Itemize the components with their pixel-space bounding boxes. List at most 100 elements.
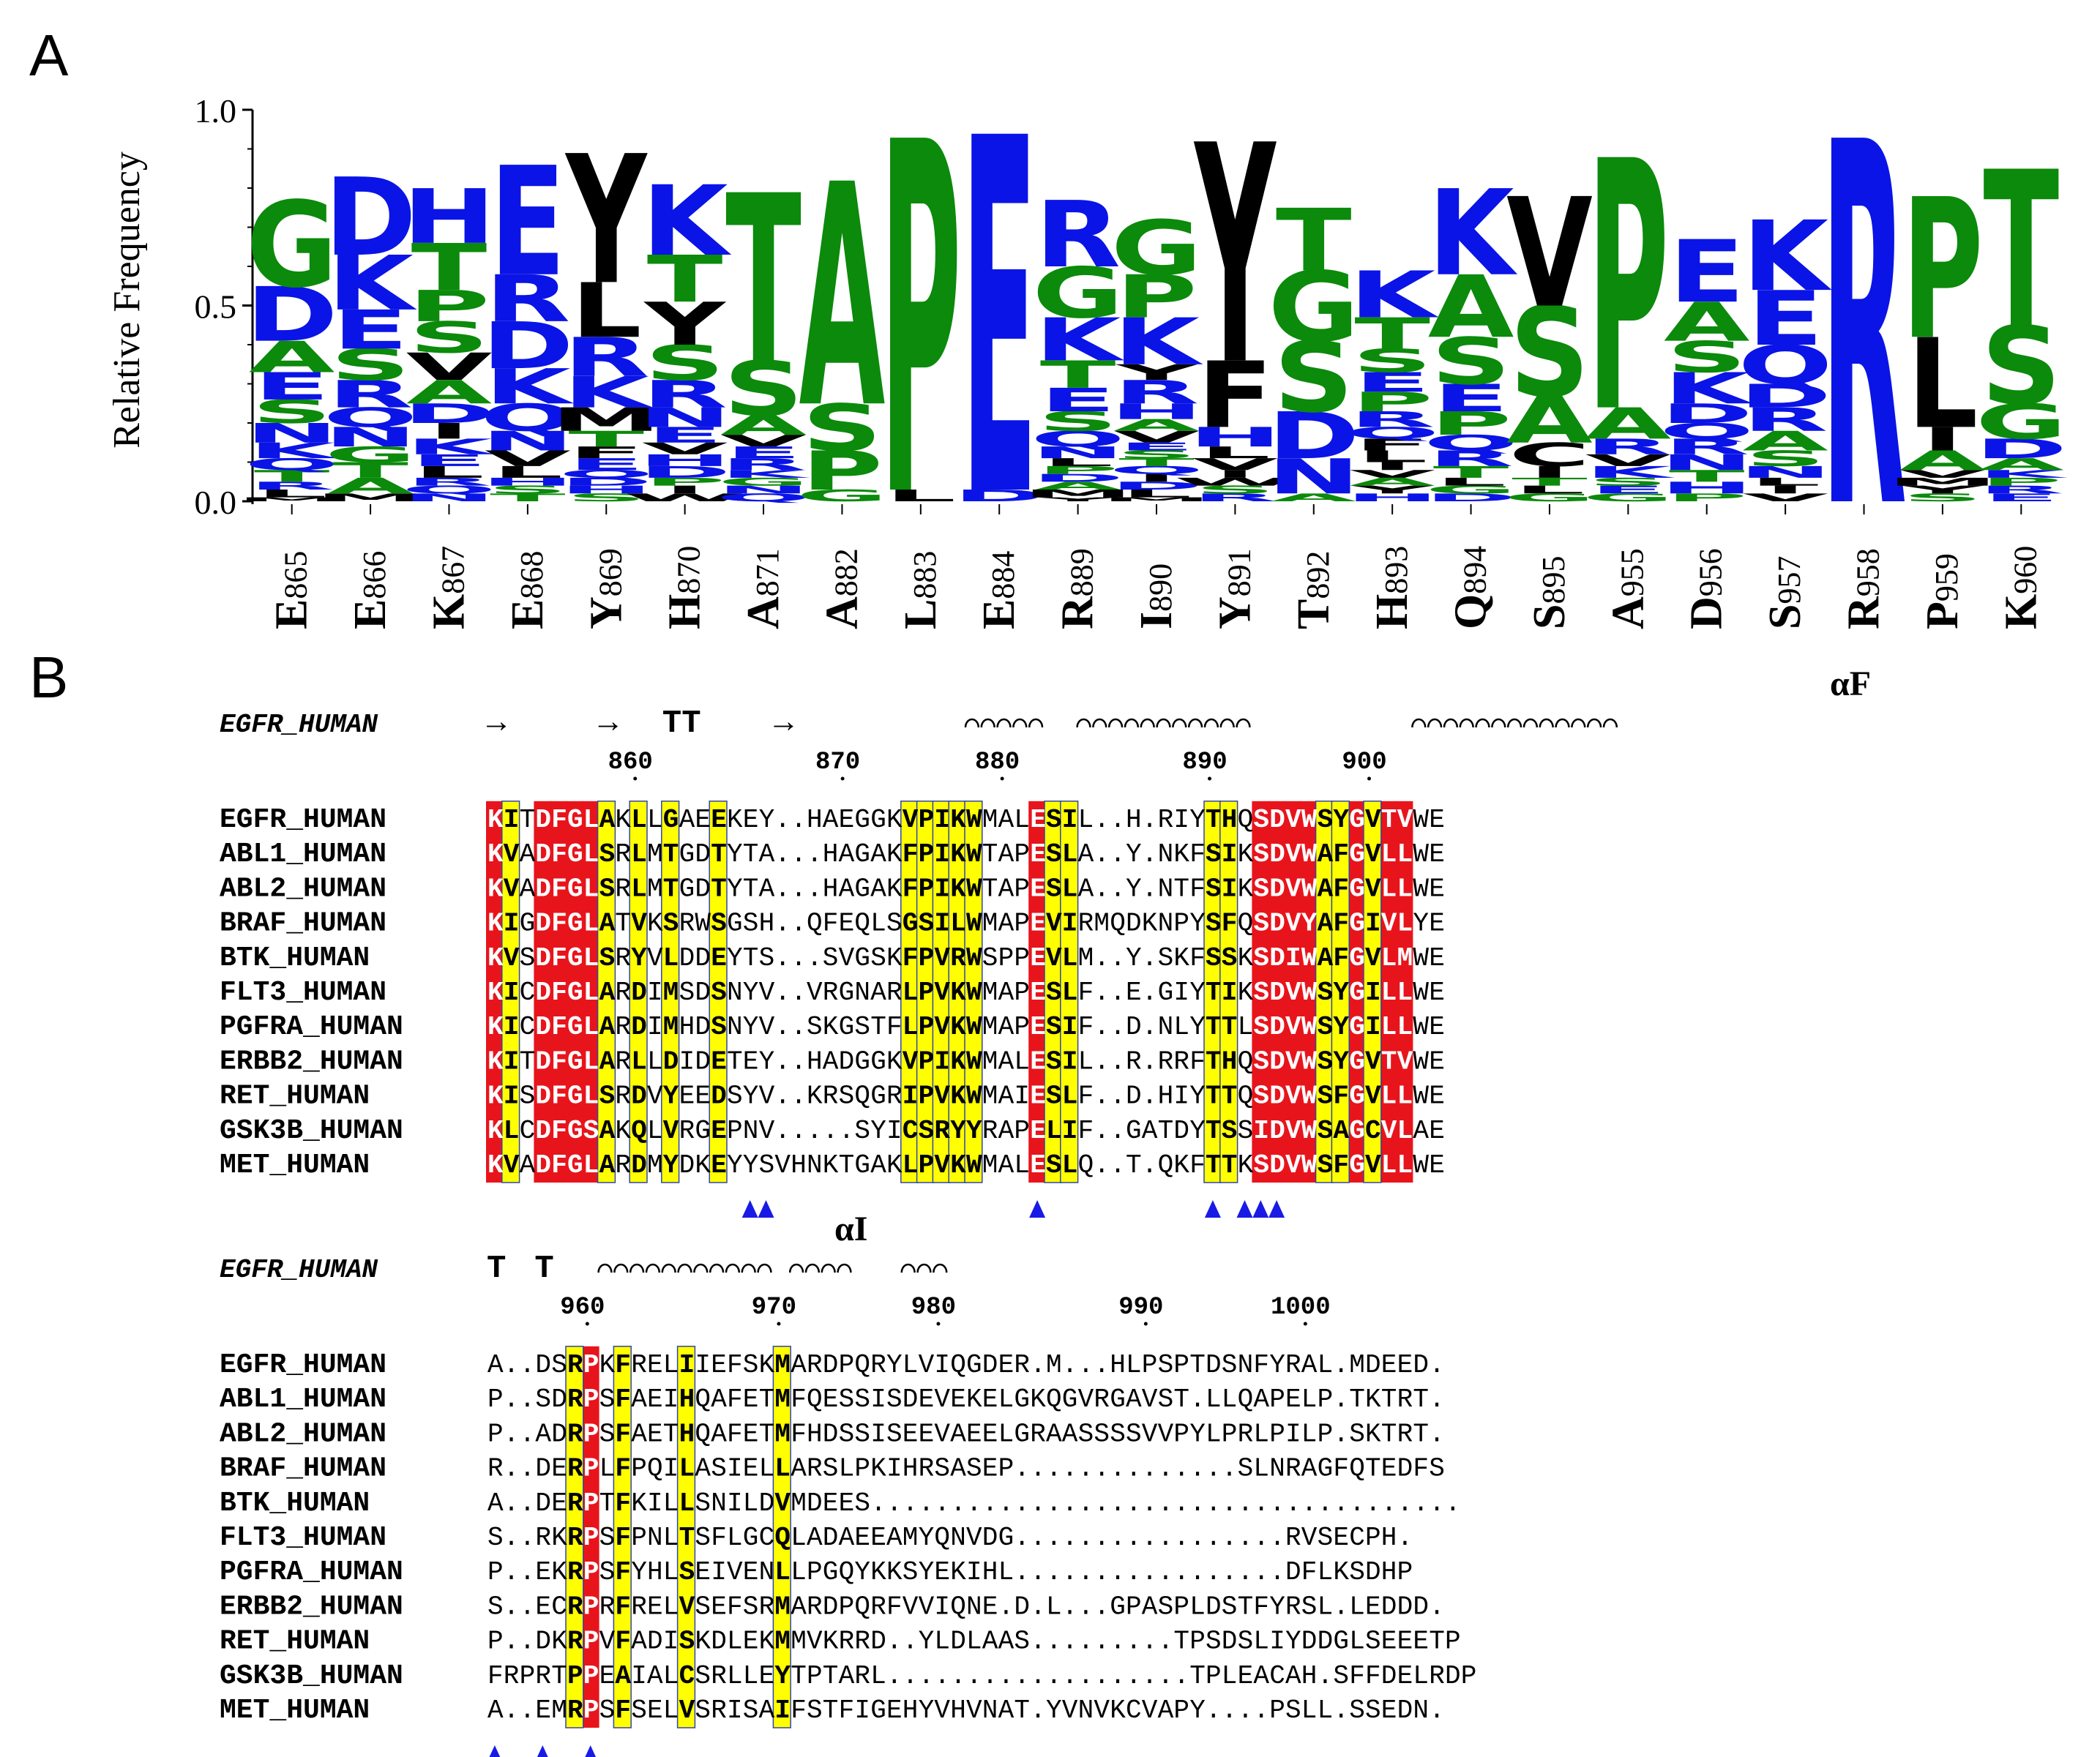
position-label: H893	[1367, 546, 1417, 629]
site-marker-triangle	[537, 1745, 548, 1757]
site-marker-triangle	[1236, 1200, 1253, 1218]
logo-letter: G	[1583, 492, 1674, 504]
similar-column	[597, 801, 616, 1183]
logo-letter: K	[1113, 305, 1203, 380]
sequence-name: MET_HUMAN	[220, 1695, 370, 1726]
sequence-name: ERBB2_HUMAN	[220, 1046, 403, 1077]
sequence-name: BTK_HUMAN	[220, 943, 370, 974]
sequence-name: BRAF_HUMAN	[220, 908, 386, 940]
helix-label: αF	[1830, 664, 1871, 703]
logo-letter: Y	[1036, 496, 1119, 503]
similar-column	[565, 1346, 584, 1728]
logo-letter: N	[1739, 462, 1832, 482]
logo-letter: D	[639, 462, 731, 482]
logo-letter: D	[1739, 378, 1831, 415]
logo-letter: R	[1743, 401, 1828, 438]
logo-letter: T	[1433, 462, 1509, 482]
logo-letter: P	[1666, 492, 1747, 504]
logo-letter: M	[551, 401, 662, 438]
logo-letter: E	[725, 443, 801, 462]
sequence-name: BRAF_HUMAN	[220, 1453, 386, 1485]
sequence-name: RET_HUMAN	[220, 1626, 370, 1657]
logo-letter: S	[645, 335, 725, 392]
logo-letter: G	[1976, 394, 2067, 450]
logo-letter: A	[327, 473, 414, 498]
sequence-name: MET_HUMAN	[220, 1150, 370, 1181]
ss-glyph: T	[534, 1251, 553, 1287]
helix-coil	[900, 1263, 948, 1273]
logo-letter: S	[802, 392, 883, 466]
sequence-name: FLT3_HUMAN	[220, 977, 386, 1008]
logo-letter: T	[254, 467, 330, 486]
logo-letter: Q	[1031, 427, 1125, 452]
sequence-name: ABL2_HUMAN	[220, 1418, 386, 1450]
logo-letter: E	[1118, 441, 1195, 453]
position-label: S895	[1525, 556, 1574, 629]
logo-letter: V	[406, 345, 493, 389]
position-label: E884	[974, 551, 1024, 629]
position-label: R958	[1839, 548, 1889, 629]
logo-letter: H	[1660, 479, 1753, 498]
logo-letter: G	[325, 442, 416, 467]
logo-letter: T	[332, 458, 408, 483]
logo-letter: T	[725, 147, 801, 416]
position-label: K867	[424, 546, 474, 629]
position-label: Q894	[1446, 546, 1496, 629]
helix-coil	[1076, 718, 1251, 728]
logo-letter: L	[1042, 456, 1113, 468]
sequence-name: FLT3_HUMAN	[220, 1522, 386, 1554]
logo-letter: L	[1750, 476, 1821, 488]
ss-glyph: T	[487, 1251, 506, 1287]
logo-letter: F	[1197, 342, 1273, 449]
logo-letter: T	[1276, 191, 1352, 291]
logo-letter: L	[1907, 312, 1978, 456]
logo-letter: N	[1031, 443, 1124, 462]
logo-letter: A	[799, 121, 886, 476]
sequence-name: EGFR_HUMAN	[220, 1349, 386, 1381]
logo-letter: T	[568, 427, 644, 452]
ruler-number: 870	[815, 749, 860, 776]
logo-letter: H	[560, 484, 653, 496]
similar-column	[1315, 801, 1334, 1183]
logo-letter: A	[1428, 258, 1514, 357]
logo-letter: G	[1504, 492, 1596, 504]
logo-letter: K	[406, 434, 497, 459]
logo-letter: H	[638, 451, 731, 470]
logo-letter: D	[1032, 472, 1124, 484]
logo-letter: R	[1585, 434, 1671, 459]
logo-letter: S	[330, 340, 410, 390]
logo-letter: E	[254, 364, 330, 408]
position-label: S957	[1760, 556, 1810, 629]
ss-glyph: →	[599, 705, 619, 742]
sequence-row: KVADFGLSRLMTGDTYTA...HAGAKFPIKWTAPESLA..…	[487, 874, 1445, 904]
similar-column	[948, 801, 967, 1183]
position-label: R889	[1053, 548, 1103, 629]
position-label: E865	[267, 551, 317, 629]
ruler-dot	[1143, 1322, 1148, 1326]
similar-column	[501, 801, 520, 1183]
sequence-row: P..EKRPSFYHLSEIVENLLPGQYKKSYEKIHL.......…	[487, 1557, 1413, 1587]
ruler-dot	[1303, 1322, 1307, 1326]
ruler-number: 960	[560, 1294, 605, 1322]
logo-letter: L	[1357, 447, 1428, 466]
logo-letter: S	[723, 345, 803, 432]
logo-letter: Q	[402, 484, 496, 496]
logo-letter: Y	[1114, 360, 1198, 385]
logo-letter: R	[1664, 434, 1749, 459]
logo-letter: K	[1664, 364, 1754, 413]
position-label: A955	[1603, 548, 1653, 629]
ruler-dot	[585, 1322, 589, 1326]
logo-letter: H	[1110, 399, 1203, 424]
ruler-dot	[633, 776, 638, 781]
logo-letter: T	[490, 492, 566, 504]
conserved-column	[1379, 801, 1397, 1183]
logo-letter: S	[1274, 322, 1354, 435]
conserved-column	[1395, 801, 1413, 1183]
ruler-number: 880	[975, 749, 1020, 776]
sequence-row: KICDFGLARDIMSDSNYV..VRGNARLPVKWMAPESLF..…	[487, 978, 1445, 1008]
logo-letter: S	[1745, 446, 1826, 471]
sequence-name: ERBB2_HUMAN	[220, 1591, 403, 1622]
logo-letter: A	[1506, 383, 1593, 458]
logo-letter: K	[720, 468, 810, 480]
similar-column	[1331, 801, 1350, 1183]
